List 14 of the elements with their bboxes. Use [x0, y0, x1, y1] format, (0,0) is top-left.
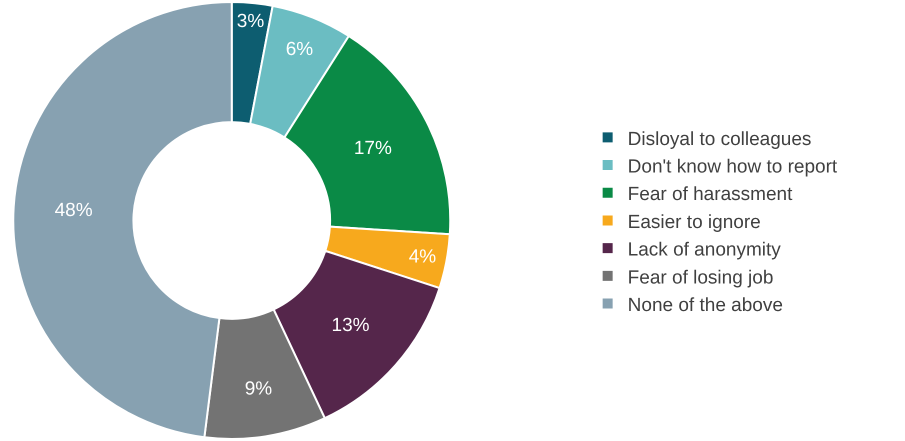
data-label: 4%: [408, 246, 436, 268]
legend-label: Don't know how to report: [628, 156, 838, 178]
legend-label: None of the above: [628, 294, 783, 316]
data-label: 3%: [236, 11, 264, 32]
legend-label: Fear of harassment: [628, 184, 794, 206]
data-label: 6%: [286, 38, 314, 60]
legend-label: Lack of anonymity: [628, 240, 782, 261]
data-label: 17%: [354, 138, 392, 160]
legend-label: Disloyal to colleagues: [628, 128, 812, 150]
data-label: 48%: [54, 200, 93, 222]
legend-label: Easier to ignore: [628, 212, 761, 233]
data-label: 9%: [244, 378, 272, 400]
data-label: 13%: [332, 314, 370, 336]
legend-label: Fear of losing job: [628, 267, 774, 288]
